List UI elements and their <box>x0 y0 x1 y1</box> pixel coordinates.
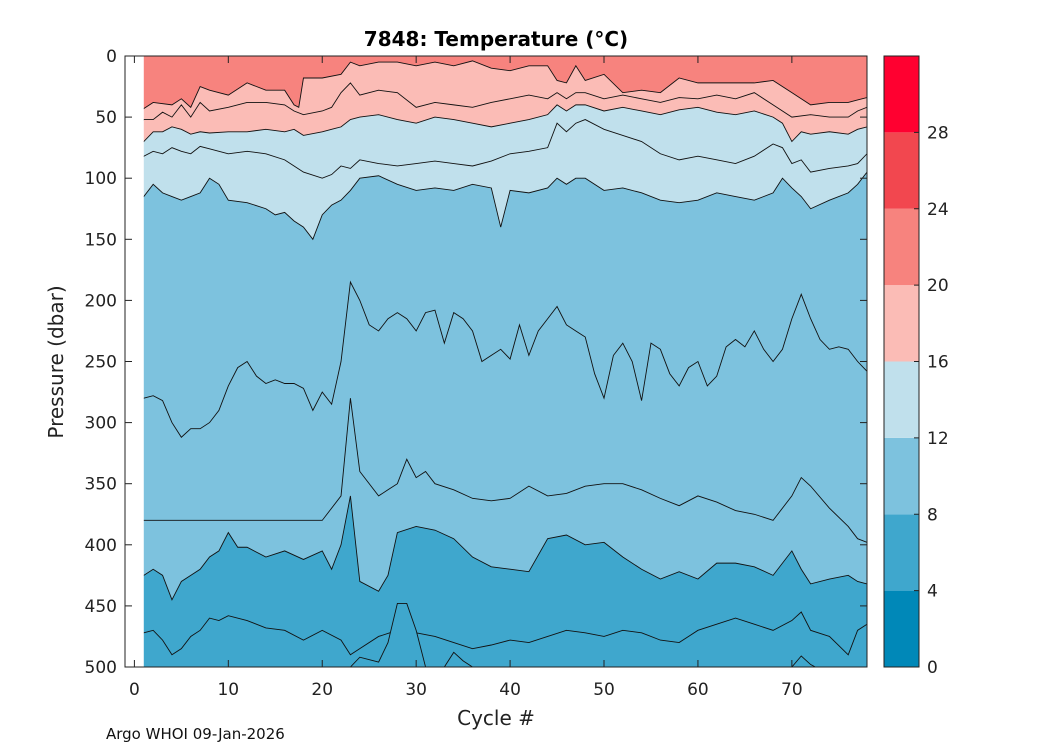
colorbar-tick-label: 4 <box>927 582 938 602</box>
y-tick-label: 150 <box>85 230 117 250</box>
x-tick-label: 20 <box>311 680 333 700</box>
colorbar-swatch <box>884 285 919 362</box>
contour-line-16 <box>134 104 867 149</box>
y-tick-label: 200 <box>85 291 117 311</box>
colorbar-tick-label: 8 <box>927 505 938 525</box>
colorbar-swatch <box>884 56 919 133</box>
cold-pocket-0 <box>349 603 427 667</box>
contour-line-20 <box>134 60 867 116</box>
contour-bands <box>134 56 867 667</box>
contour-line-10 <box>134 280 867 438</box>
x-tick-label: 0 <box>129 680 140 700</box>
y-tick-label: 0 <box>106 47 117 67</box>
x-tick-label: 70 <box>781 680 803 700</box>
x-tick-label: 10 <box>217 680 239 700</box>
cold-pocket-2 <box>791 655 816 667</box>
colorbar-tick-label: 20 <box>927 276 949 296</box>
colorbar-ticks: 0 4 8 12 16 20 24 28 <box>914 123 949 678</box>
colorbar-tick-label: 12 <box>927 429 949 449</box>
no-data-region <box>125 56 144 667</box>
contour-line-12 <box>134 171 867 241</box>
x-axis-label: Cycle # <box>457 706 535 730</box>
colorbar-tick-label: 0 <box>927 658 938 678</box>
colorbar-swatch <box>884 208 919 286</box>
y-tick-label: 500 <box>85 658 117 678</box>
y-tick-label: 450 <box>85 597 117 617</box>
colorbar-tick-label: 28 <box>927 123 949 143</box>
contour-band-8 <box>134 495 867 667</box>
footer-annotation: Argo WHOI 09-Jan-2026 <box>106 725 285 743</box>
contour-line-9 <box>134 398 867 543</box>
colorbar-tick-label: 24 <box>927 200 949 220</box>
y-tick-label: 300 <box>85 414 117 434</box>
y-tick-label: 50 <box>95 108 117 128</box>
x-tick-label: 30 <box>405 680 427 700</box>
x-axis-ticks: 0 10 20 30 40 50 60 70 <box>129 56 803 700</box>
contour-band-7 <box>134 612 867 667</box>
x-tick-label: 60 <box>687 680 709 700</box>
y-tick-label: 250 <box>85 353 117 373</box>
colorbar-swatch <box>884 437 919 515</box>
colorbar-swatch <box>884 590 919 667</box>
x-tick-label: 40 <box>499 680 521 700</box>
y-axis-ticks: 0 50 100 150 200 250 300 350 400 450 500 <box>85 47 867 678</box>
colorbar-tick-label: 16 <box>927 353 949 373</box>
contour-line-14 <box>134 119 867 179</box>
chart-title: 7848: Temperature (°C) <box>364 27 628 51</box>
y-tick-label: 100 <box>85 169 117 189</box>
colorbar-swatch <box>884 514 919 591</box>
colorbar-swatch <box>884 361 919 438</box>
x-tick-label: 50 <box>593 680 615 700</box>
y-tick-label: 400 <box>85 536 117 556</box>
cold-pocket-1 <box>443 651 474 667</box>
contour-line-18 <box>134 82 867 130</box>
contour-line-7 <box>134 611 867 656</box>
contour-line-8 <box>134 495 867 601</box>
y-tick-label: 350 <box>85 475 117 495</box>
colorbar <box>884 56 919 667</box>
colorbar-swatch <box>884 132 919 209</box>
contour-lines <box>125 56 867 667</box>
y-axis-label: Pressure (dbar) <box>44 285 68 438</box>
